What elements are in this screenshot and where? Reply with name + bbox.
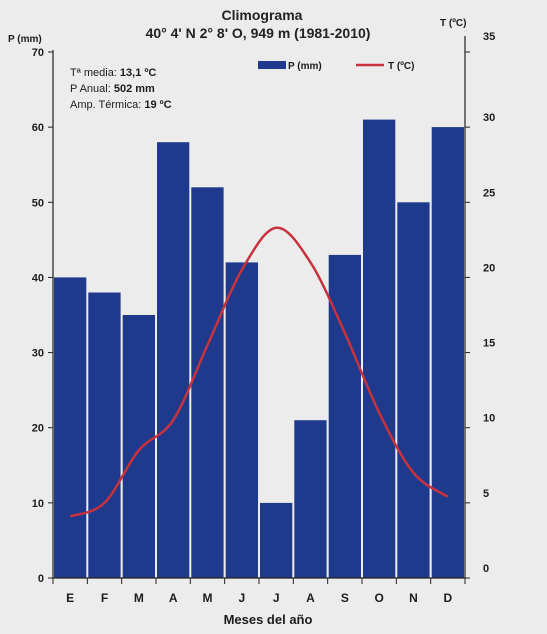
right-tick-label: 20 [483,262,495,274]
left-tick-label: 60 [32,122,44,134]
left-tick-label: 10 [32,498,44,510]
precipitation-bar [191,187,224,579]
stat-thermal-amplitude: Amp. Térmica: 19 ºC [70,99,172,111]
right-tick-label: 5 [483,488,489,500]
right-tick-label: 0 [483,563,489,575]
left-tick-label: 50 [32,197,44,209]
precipitation-bar [328,254,361,578]
x-tick-label: O [374,591,383,605]
precipitation-bar [54,277,87,578]
stats-box: Tª media: 13,1 ºC P Anual: 502 mm Amp. T… [70,67,172,111]
precipitation-bar [397,202,430,579]
x-tick-label: D [443,591,452,605]
temperature-line-layer [69,226,449,518]
right-axis-label: T (ºC) [440,18,466,29]
x-tick-label: N [409,591,418,605]
precipitation-bar [431,127,464,578]
precipitation-bar [363,119,396,578]
precipitation-bar [88,292,121,578]
x-tick-label: E [66,591,74,605]
x-tick-label: J [273,591,280,605]
precipitation-bar [294,420,327,578]
x-tick-label: M [134,591,144,605]
x-axis-label: Meses del año [224,612,313,627]
precipitation-bars [54,119,464,579]
right-tick-label: 25 [483,187,495,199]
right-axis-ticks: 0 5 10 15 20 25 30 35 [465,31,495,579]
precipitation-bar [122,315,155,578]
precipitation-bar [260,502,293,578]
right-tick-label: 10 [483,413,495,425]
x-tick-label: J [238,591,245,605]
chart-title: Climograma [222,7,303,23]
x-tick-label: S [341,591,349,605]
chart-subtitle: 40° 4' N 2° 8' O, 949 m (1981-2010) [146,25,371,41]
legend-temperature-label: T (ºC) [388,61,414,72]
x-tick-label: A [306,591,315,605]
left-axis-ticks: 0 10 20 30 40 50 60 70 [32,47,53,585]
temperature-line [69,226,449,518]
x-tick-label: F [101,591,108,605]
left-tick-label: 30 [32,348,44,360]
right-tick-label: 30 [483,112,495,124]
right-tick-label: 35 [483,31,495,43]
stat-mean-temperature: Tª media: 13,1 ºC [70,67,156,79]
left-tick-label: 20 [32,423,44,435]
x-tick-label: A [169,591,178,605]
legend-precipitation-label: P (mm) [288,61,322,72]
left-tick-label: 40 [32,272,44,284]
x-tick-label: M [203,591,213,605]
legend-precipitation-swatch [258,61,286,69]
legend: P (mm) T (ºC) [258,61,414,72]
precipitation-bar [157,142,190,578]
right-tick-label: 15 [483,338,495,350]
left-tick-label: 0 [38,573,44,585]
left-axis-label: P (mm) [8,34,42,45]
stat-annual-precipitation: P Anual: 502 mm [70,83,155,95]
precipitation-bar [225,262,258,578]
left-tick-label: 70 [32,47,44,59]
